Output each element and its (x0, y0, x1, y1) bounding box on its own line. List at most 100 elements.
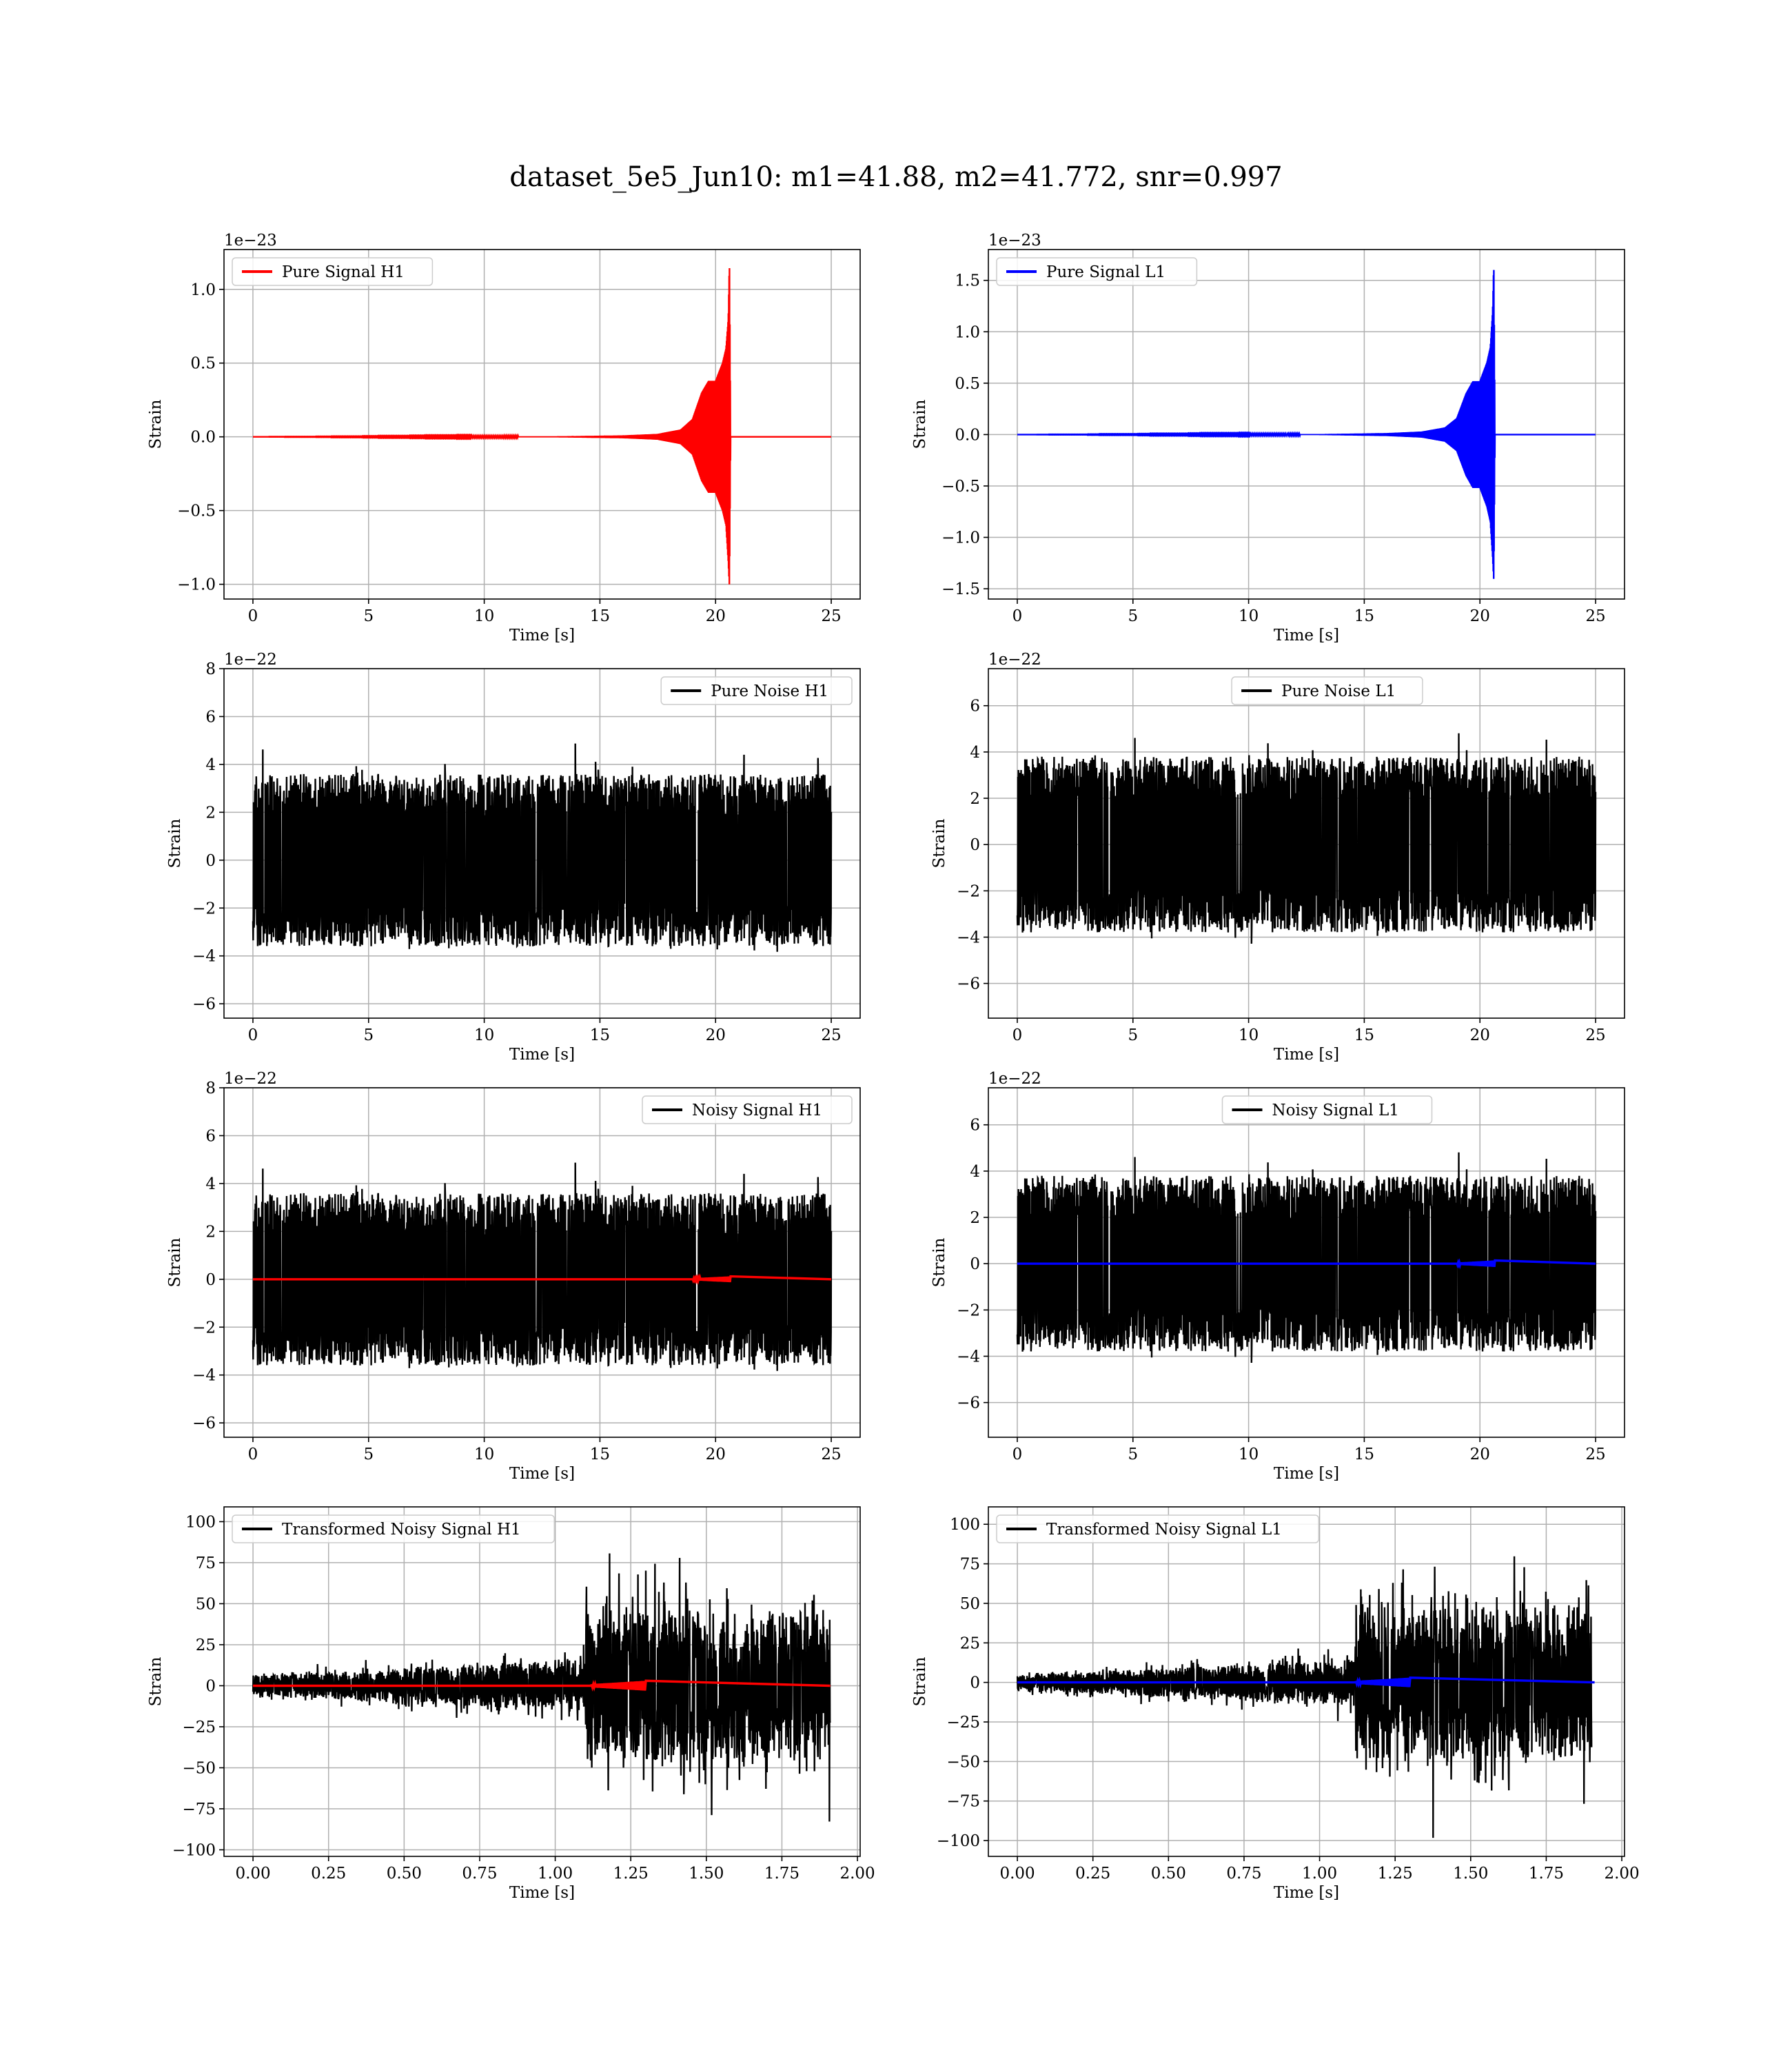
y-tick-label: 4 (205, 1175, 216, 1193)
y-tick-label: −1.0 (177, 576, 216, 594)
axes-frame (988, 1087, 1625, 1438)
x-tick-label: 15 (590, 607, 610, 625)
y-tick-label: 50 (196, 1595, 216, 1613)
series-line-0 (1016, 1556, 1593, 1838)
y-tick-label: 0 (205, 1677, 216, 1695)
legend-label: Pure Noise H1 (711, 682, 828, 700)
legend: Noisy Signal H1 (642, 1095, 853, 1124)
legend-label: Pure Signal L1 (1046, 263, 1165, 281)
x-tick-label: 10 (1239, 1446, 1259, 1463)
y-tick-label: 4 (205, 756, 216, 774)
series-line-0 (1016, 1152, 1597, 1364)
y-tick-label: 50 (960, 1595, 980, 1613)
y-axis-label: Strain (147, 1656, 165, 1706)
legend-label: Pure Noise L1 (1281, 682, 1396, 700)
y-tick-label: 0.0 (190, 429, 216, 447)
x-axis-label: Time [s] (1274, 1465, 1339, 1483)
series-line-0 (1017, 270, 1596, 579)
x-axis-label: Time [s] (1274, 1884, 1339, 1902)
y-tick-label: −75 (182, 1801, 216, 1818)
x-tick-label: 1.75 (764, 1865, 800, 1883)
y-tick-label: 0.5 (190, 355, 216, 373)
x-tick-label: 20 (1470, 1446, 1490, 1463)
x-axis: 0.00 0.25 0.50 0.75 1.00 1.25 1.50 1.75 2.00 Time… (999, 1856, 1640, 1902)
legend-frame (996, 257, 1198, 286)
y-tick-label: 4 (970, 1163, 980, 1181)
y-tick-label: −25 (946, 1714, 980, 1732)
x-tick-label: 1.25 (613, 1865, 649, 1883)
x-tick-label: 0 (248, 1446, 258, 1463)
y-tick-label: −50 (946, 1753, 980, 1771)
x-tick-label: 5 (1128, 1446, 1138, 1463)
y-axis: −100 −75 −50 −25 0 25 50 75 100 Strain (147, 1513, 224, 1859)
y-tick-label: −2 (957, 882, 980, 900)
legend-label: Pure Signal H1 (282, 263, 405, 281)
x-tick-label: 0.25 (1075, 1865, 1110, 1883)
x-tick-label: 1.25 (1378, 1865, 1413, 1883)
y-axis-label: Strain (930, 1237, 948, 1287)
x-tick-label: 5 (363, 607, 374, 625)
x-tick-label: 1.50 (1453, 1865, 1488, 1883)
x-tick-label: 0 (1012, 1446, 1023, 1463)
series-line-0 (252, 743, 833, 952)
x-axis-label: Time [s] (509, 1046, 575, 1064)
plot-area (1016, 1152, 1597, 1364)
subplot-transformed-l1: 0.00 0.25 0.50 0.75 1.00 1.25 1.50 1.75 2.00 Time… (911, 1506, 1640, 1902)
x-axis-label: Time [s] (509, 1465, 575, 1483)
legend-frame (996, 1514, 1319, 1543)
x-tick-label: 0.00 (235, 1865, 270, 1883)
y-tick-label: 1.0 (190, 281, 216, 299)
y-tick-label: −4 (957, 1348, 980, 1366)
y-tick-label: −4 (192, 948, 216, 966)
x-tick-label: 5 (363, 1446, 374, 1463)
legend-label: Noisy Signal L1 (1272, 1102, 1399, 1119)
y-tick-label: −6 (957, 1395, 980, 1412)
y-tick-label: 0 (970, 1255, 980, 1273)
y-tick-label: 0.0 (955, 426, 980, 444)
x-axis: 0 5 10 15 20 25 Time [s] (248, 599, 842, 645)
x-axis: 0 5 10 15 20 25 Time [s] (248, 1437, 842, 1483)
y-axis-label: Strain (930, 818, 948, 868)
x-tick-label: 15 (1354, 607, 1374, 625)
legend: Transformed Noisy Signal H1 (232, 1514, 555, 1543)
y-tick-label: −75 (946, 1793, 980, 1811)
y-tick-label: −0.5 (177, 503, 216, 520)
series-line-1 (1017, 1676, 1595, 1689)
x-tick-label: 2.00 (839, 1865, 875, 1883)
x-tick-label: 15 (590, 1026, 610, 1044)
y-tick-label: −6 (192, 1415, 216, 1432)
legend-frame (232, 257, 434, 286)
y-tick-label: 6 (970, 698, 980, 716)
offset-text: 1e−22 (988, 651, 1041, 669)
x-axis-label: Time [s] (509, 627, 575, 645)
y-tick-label: 0 (970, 836, 980, 854)
y-tick-label: 8 (205, 1079, 216, 1097)
axes-frame (223, 1087, 861, 1438)
x-tick-label: 1.50 (689, 1865, 724, 1883)
x-tick-label: 0 (1012, 1026, 1023, 1044)
x-tick-label: 25 (1585, 1446, 1605, 1463)
x-axis: 0 5 10 15 20 25 Time [s] (1012, 1437, 1606, 1483)
subplot-transformed-h1: 0.00 0.25 0.50 0.75 1.00 1.25 1.50 1.75 2.00 Time… (147, 1506, 875, 1902)
x-axis-label: Time [s] (1274, 1046, 1339, 1064)
x-tick-label: 25 (1585, 1026, 1605, 1044)
y-tick-label: −1.5 (941, 580, 980, 598)
legend-label: Transformed Noisy Signal H1 (282, 1521, 521, 1539)
y-tick-label: −25 (182, 1719, 216, 1736)
x-tick-label: 0 (1012, 607, 1023, 625)
y-tick-label: 6 (970, 1117, 980, 1135)
y-tick-label: 6 (205, 708, 216, 726)
x-tick-label: 5 (1128, 607, 1138, 625)
subplot-noisy-signal-l1: 0 5 10 15 20 25 Time [s] −6 −4 −2 0 2 4 6 Strain 1e−22 N… (930, 1070, 1625, 1483)
y-tick-label: −100 (937, 1832, 980, 1850)
y-tick-label: −2 (957, 1301, 980, 1319)
axes-frame (223, 668, 861, 1019)
axes-frame (988, 1506, 1625, 1857)
x-tick-label: 0.50 (1151, 1865, 1186, 1883)
legend: Pure Signal L1 (996, 257, 1198, 286)
x-tick-label: 10 (474, 1026, 494, 1044)
axes-frame (223, 1506, 861, 1857)
legend-frame (642, 1095, 853, 1124)
